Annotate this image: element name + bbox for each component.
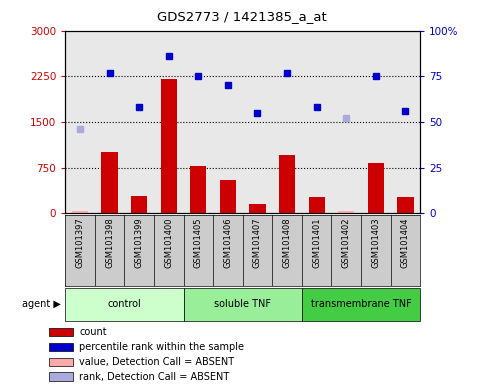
Text: GSM101403: GSM101403	[371, 217, 380, 268]
Bar	[309, 197, 325, 213]
Text: GSM101400: GSM101400	[164, 217, 173, 268]
Bar	[72, 211, 88, 213]
Bar	[101, 152, 118, 213]
Bar	[184, 288, 302, 321]
Text: GSM101408: GSM101408	[283, 217, 292, 268]
Text: agent ▶: agent ▶	[22, 299, 60, 310]
Text: rank, Detection Call = ABSENT: rank, Detection Call = ABSENT	[79, 372, 229, 382]
Bar	[338, 211, 355, 213]
Text: count: count	[79, 327, 107, 337]
Text: value, Detection Call = ABSENT: value, Detection Call = ABSENT	[79, 357, 234, 367]
Text: percentile rank within the sample: percentile rank within the sample	[79, 342, 244, 352]
Bar	[49, 372, 73, 381]
Text: transmembrane TNF: transmembrane TNF	[311, 299, 412, 310]
Bar	[49, 358, 73, 366]
Bar	[190, 166, 206, 213]
Bar	[368, 163, 384, 213]
Bar	[398, 197, 413, 213]
Bar	[49, 328, 73, 336]
Bar	[131, 196, 147, 213]
Bar	[279, 156, 295, 213]
Text: GSM101399: GSM101399	[135, 217, 143, 268]
Text: GSM101398: GSM101398	[105, 217, 114, 268]
Text: control: control	[108, 299, 141, 310]
Text: GSM101406: GSM101406	[224, 217, 232, 268]
Bar	[49, 343, 73, 351]
Bar	[161, 79, 177, 213]
Text: soluble TNF: soluble TNF	[214, 299, 271, 310]
Text: GSM101401: GSM101401	[312, 217, 321, 268]
Text: GSM101405: GSM101405	[194, 217, 203, 268]
Text: GSM101407: GSM101407	[253, 217, 262, 268]
Text: GSM101402: GSM101402	[342, 217, 351, 268]
Bar	[302, 288, 420, 321]
Text: GDS2773 / 1421385_a_at: GDS2773 / 1421385_a_at	[156, 10, 327, 23]
Text: GSM101397: GSM101397	[75, 217, 85, 268]
Bar	[249, 204, 266, 213]
Bar	[220, 180, 236, 213]
Text: GSM101404: GSM101404	[401, 217, 410, 268]
Bar	[65, 288, 184, 321]
